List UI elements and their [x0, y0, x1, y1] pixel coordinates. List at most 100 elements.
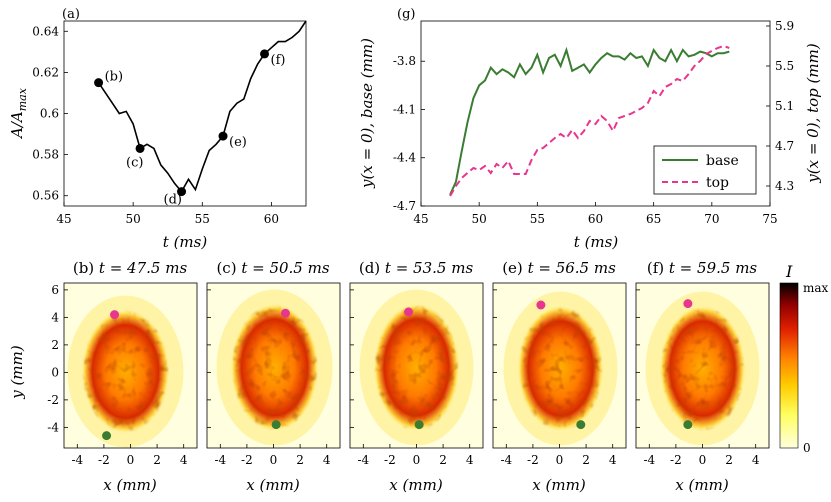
colorbar-min-label: 0 — [803, 441, 811, 455]
heatmap-xtick-label: -2 — [98, 453, 110, 467]
colorbar-gradient — [779, 282, 799, 449]
heatmap-ytick-label: 4 — [51, 310, 59, 324]
heatmap-ytick-label: -2 — [47, 393, 59, 407]
heatmap-panel: (f) t = 59.5 ms -4 -2 0 2 4 x (mm) — [635, 259, 770, 494]
heatmap-xtick-label: 2 — [153, 453, 161, 467]
heatmap-panel-time: t = 50.5 ms — [241, 259, 330, 277]
heatmap-xtick-label: -2 — [670, 453, 682, 467]
panel-a-xtick-label: 45 — [56, 212, 71, 226]
panel-a-marker-label: (c) — [126, 155, 143, 170]
heatmap-xlabel: x (mm) — [103, 476, 157, 494]
heatmap-panel: (c) t = 50.5 ms -4 -2 0 2 4 x (mm) — [206, 259, 341, 494]
panel-g-ylabel-right: y(x = 0), top (mm) — [804, 43, 822, 184]
panel-a-line-group — [97, 20, 307, 193]
panel-a-ytick-label: 0.64 — [32, 24, 59, 38]
legend-base-label: base — [706, 153, 739, 169]
panel-g-xtick-label: 75 — [762, 212, 777, 226]
heatmap-panel-title: (d) t = 53.5 ms — [359, 259, 474, 277]
heatmap-xtick-label: 4 — [609, 453, 617, 467]
heatmap-xtick-label: 0 — [699, 453, 707, 467]
heatmap-panel-tag: (d) — [359, 259, 385, 277]
heatmap-xtick-label: -4 — [71, 453, 83, 467]
panel-a-marker — [260, 49, 270, 59]
panel-a-marker — [177, 187, 187, 197]
panel-g-xtick-label: 55 — [530, 212, 545, 226]
heatmap-xtick-label: 0 — [127, 453, 135, 467]
heatmap-xlabel: x (mm) — [389, 476, 443, 494]
panel-g-tag: (g) — [397, 7, 415, 22]
panel-g-ytick-left-label: -3.8 — [393, 54, 416, 68]
heatmap-base-dot — [576, 420, 586, 430]
panel-g-lines — [449, 44, 730, 197]
panel-g-ytick-right-label: 5.5 — [775, 59, 794, 73]
panel-a-area-line — [97, 20, 307, 193]
heatmap-xtick-label: 0 — [270, 453, 278, 467]
heatmap-xtick-label: -4 — [643, 453, 655, 467]
heatmap-xtick-label: 4 — [466, 453, 474, 467]
panel-g-ytick-right-label: 4.3 — [775, 179, 794, 193]
heatmap-panel-title: (e) t = 56.5 ms — [502, 259, 616, 277]
heatmap-ytick-label: 6 — [51, 283, 59, 297]
heatmap-xlabel: x (mm) — [246, 476, 300, 494]
panel-g: (g) 45 50 55 60 65 70 75 -4.7 -4.4 -4.1 -3.8 4.3 4.7… — [358, 7, 822, 251]
heatmap-ytick-label: 0 — [51, 365, 59, 379]
panel-g-xtick-label: 65 — [646, 212, 661, 226]
heatmap-blob — [81, 309, 170, 434]
heatmap-top-dot — [404, 307, 414, 317]
heatmap-panel-time: t = 59.5 ms — [669, 259, 758, 277]
heatmap-panel: (d) t = 53.5 ms -4 -2 0 2 4 x (mm) — [349, 259, 484, 494]
panel-a-marker — [135, 143, 145, 153]
heatmap-xtick-label: 2 — [439, 453, 447, 467]
heatmap-xtick-label: -2 — [527, 453, 539, 467]
heatmap-xtick-label: 2 — [296, 453, 304, 467]
panel-g-ytick-left-label: -4.7 — [393, 199, 416, 213]
heatmap-xlabel: x (mm) — [532, 476, 586, 494]
heatmap-blob — [373, 303, 460, 432]
heatmap-panel-time: t = 53.5 ms — [385, 259, 474, 277]
heatmap-xtick-label: -4 — [214, 453, 226, 467]
heatmap-panel-time: t = 56.5 ms — [528, 259, 617, 277]
panel-a-ytick-label: 0.58 — [32, 148, 59, 162]
panel-g-ytick-left-label: -4.4 — [393, 151, 417, 165]
heatmap-row: (b) t = 47.5 ms -4 -2 0 2 4 x (mm) -4 -2 0 2 4 6 (c) … — [47, 259, 770, 494]
heatmap-panel-title: (b) t = 47.5 ms — [73, 259, 188, 277]
heatmap-top-dot — [536, 300, 546, 310]
colorbar: I max 0 — [779, 262, 829, 455]
panel-g-xtick-label: 60 — [588, 212, 603, 226]
heatmap-top-dot — [280, 308, 290, 318]
panel-g-ytick-left-label: -4.1 — [393, 102, 416, 116]
panel-g-ylabel-left: y(x = 0), base (mm) — [358, 38, 376, 189]
panel-a-marker — [218, 131, 228, 141]
legend-top-label: top — [706, 175, 729, 191]
heatmap-panel-title: (c) t = 50.5 ms — [216, 259, 329, 277]
heatmap-xtick-label: 4 — [752, 453, 760, 467]
panel-a-ticks: 45 50 55 60 0.56 0.58 0.6 0.62 0.64 — [32, 24, 279, 226]
heatmap-top-dot — [683, 299, 693, 309]
heatmap-xlabel: x (mm) — [675, 476, 729, 494]
panel-a-xtick-label: 55 — [195, 212, 210, 226]
panel-a-ytick-label: 0.56 — [32, 189, 59, 203]
heatmap-xtick-label: 4 — [323, 453, 331, 467]
heatmap-panel-tag: (c) — [216, 259, 241, 277]
panel-g-ytick-right-label: 4.7 — [775, 139, 794, 153]
heatmap-xtick-label: -4 — [500, 453, 512, 467]
panel-a-ylabel-main: A/A — [8, 111, 26, 140]
heatmap-top-dot — [110, 310, 120, 320]
panel-a-tag: (a) — [62, 7, 80, 22]
heatmap-xtick-label: 2 — [582, 453, 590, 467]
panel-g-base-line — [449, 46, 730, 196]
heatmap-panel: (e) t = 56.5 ms -4 -2 0 2 4 x (mm) — [492, 259, 627, 494]
panel-a-marker-label: (e) — [229, 135, 247, 150]
heatmap-xtick-label: 0 — [556, 453, 564, 467]
heatmap-panel: (b) t = 47.5 ms -4 -2 0 2 4 x (mm) -4 -2 0 2 4 6 — [47, 259, 198, 494]
panel-g-xtick-label: 50 — [472, 212, 487, 226]
panel-a-marker-label: (d) — [164, 193, 182, 208]
heatmap-panel-tag: (b) — [73, 259, 99, 277]
panel-a-xtick-label: 50 — [126, 212, 141, 226]
heatmap-panel-time: t = 47.5 ms — [99, 259, 188, 277]
heatmap-panel-tag: (e) — [502, 259, 527, 277]
heatmap-blob — [230, 303, 319, 432]
heatmap-xtick-label: -2 — [241, 453, 253, 467]
panel-a-xlabel: t (ms) — [163, 233, 208, 251]
